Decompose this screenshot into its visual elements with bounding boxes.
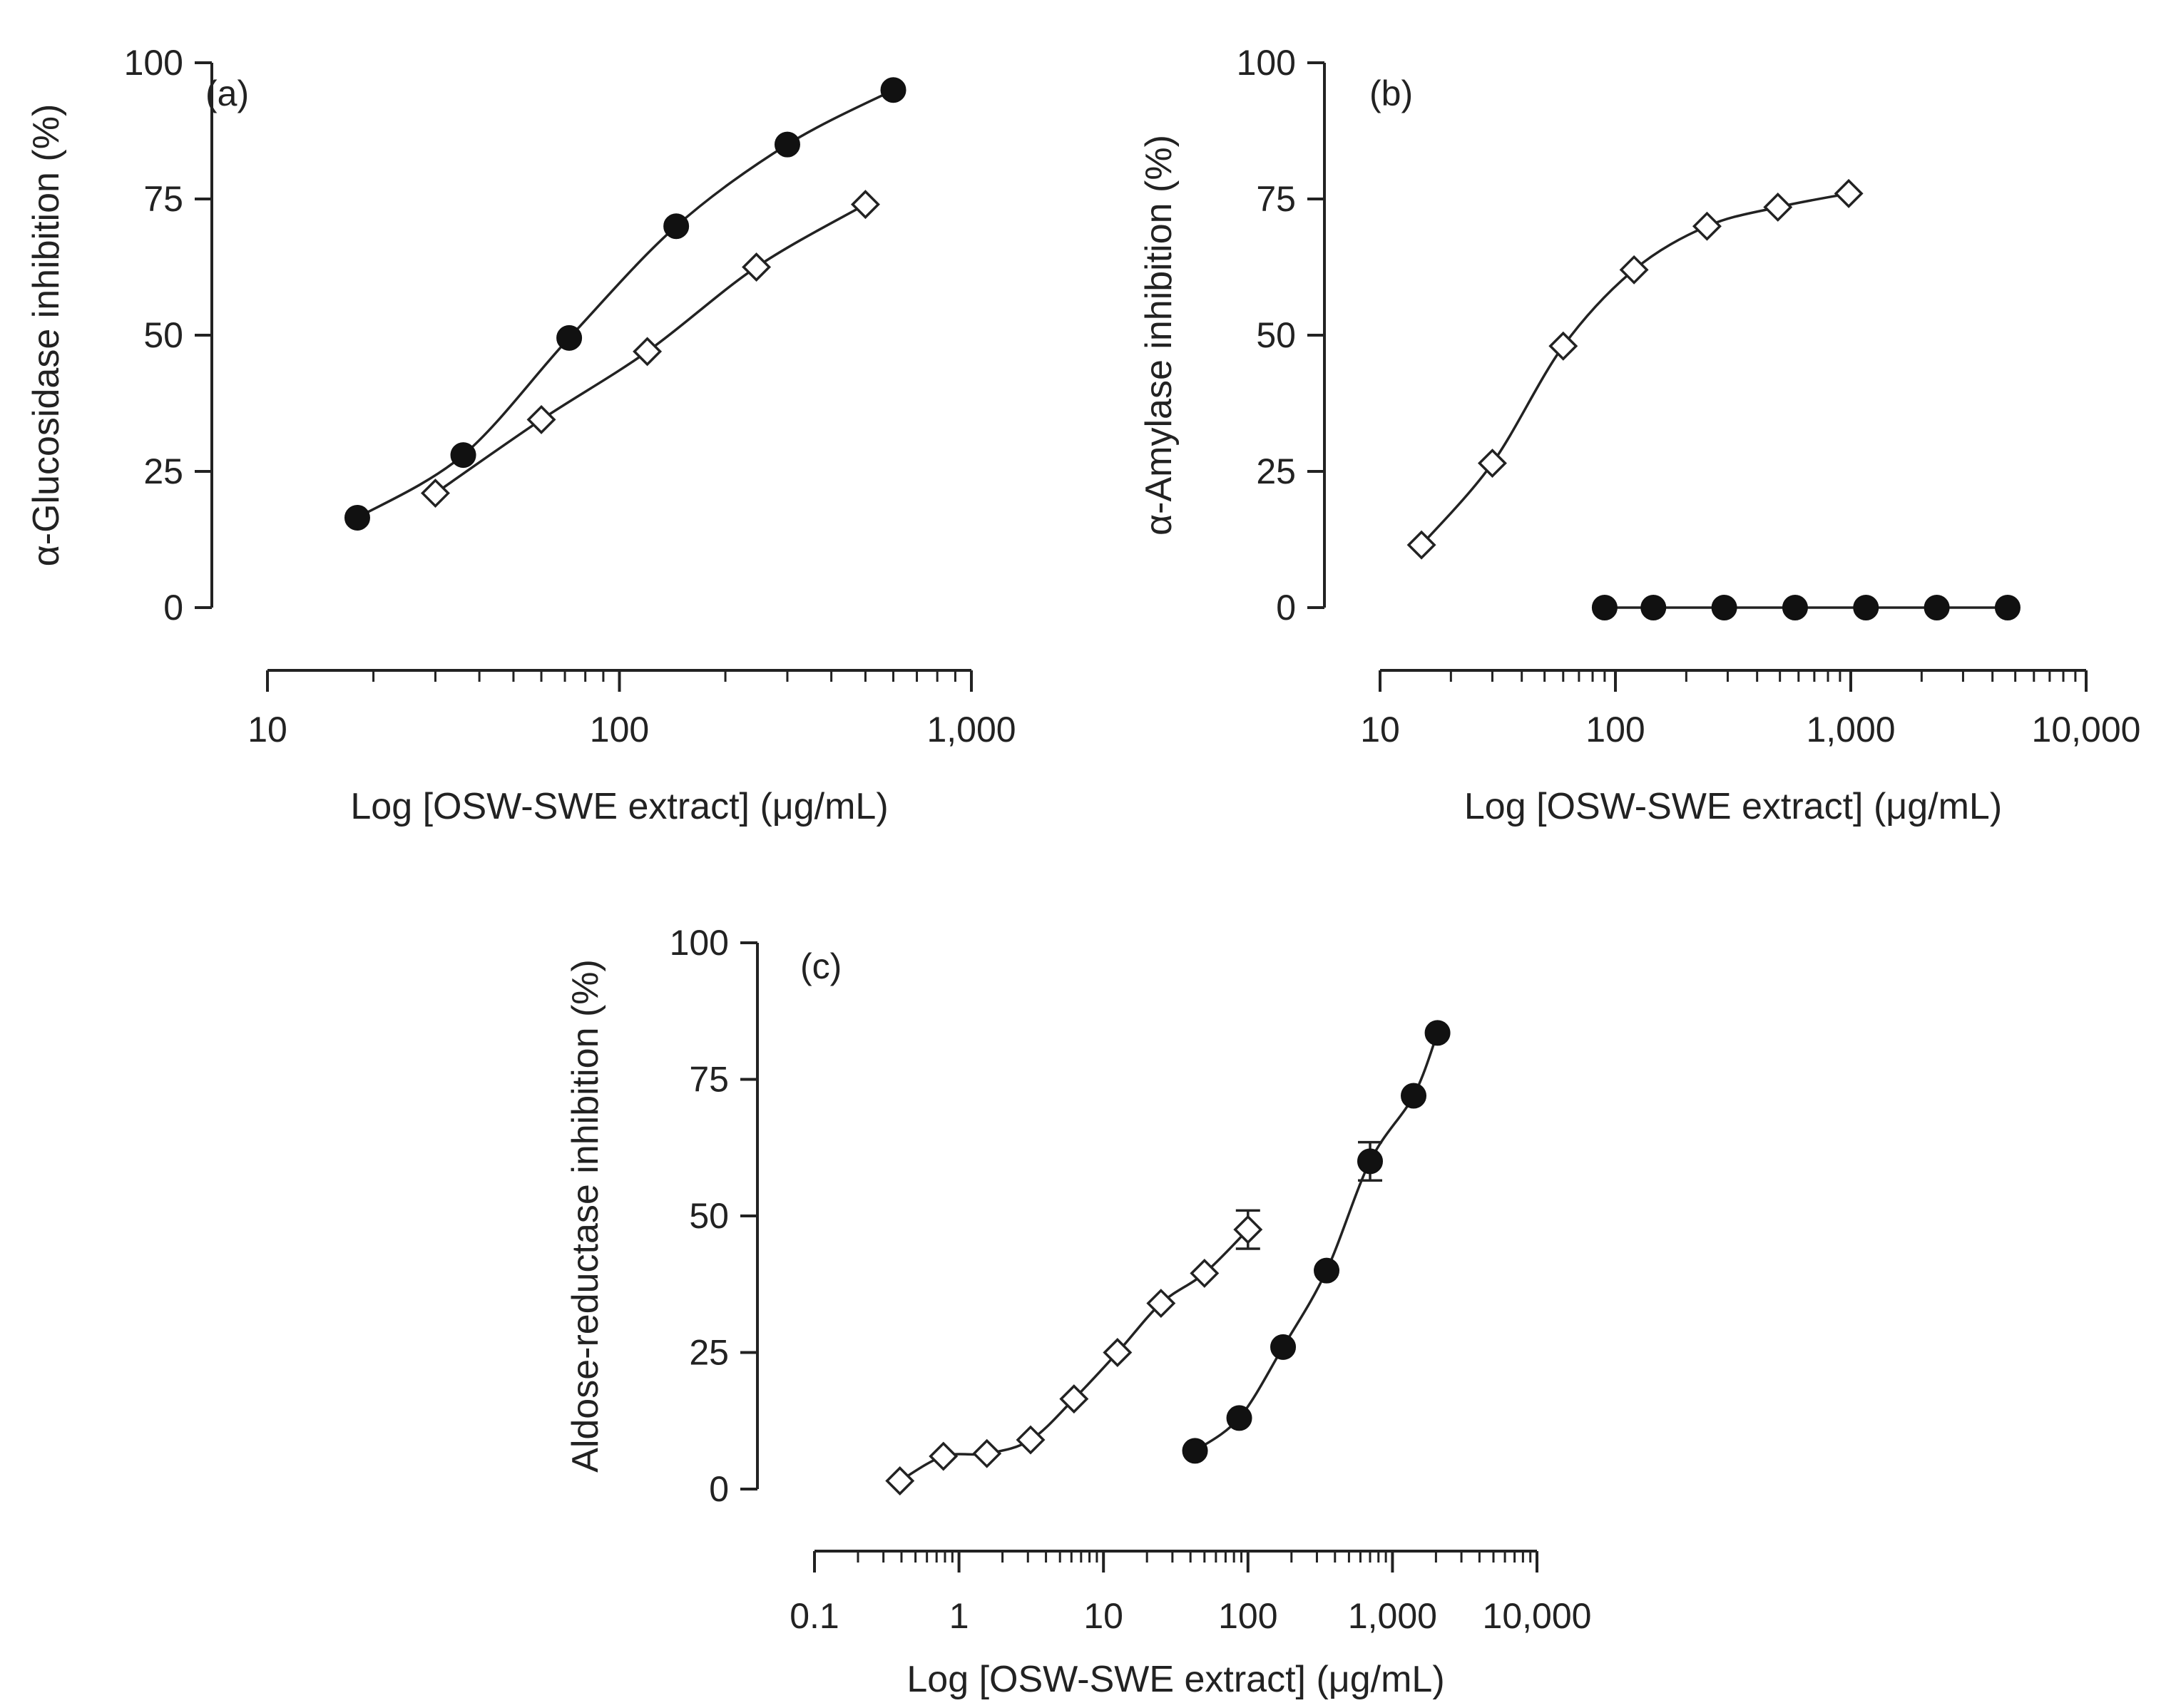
data-point-filled-circle xyxy=(1424,1020,1451,1046)
data-point-filled-circle xyxy=(1314,1257,1340,1284)
x-tick-label: 1 xyxy=(949,1596,969,1636)
series-curve-filled-circles xyxy=(357,88,894,519)
x-tick-label: 10 xyxy=(1083,1596,1123,1636)
panel-label: (c) xyxy=(800,946,842,986)
data-point-filled-circle xyxy=(1357,1148,1384,1175)
data-point-filled-circle xyxy=(1270,1334,1297,1360)
y-tick-label: 75 xyxy=(689,1060,729,1100)
data-point-filled-circle xyxy=(450,442,476,469)
data-point-open-diamond xyxy=(929,1441,959,1471)
data-point-open-diamond xyxy=(1059,1384,1089,1414)
y-tick-label: 100 xyxy=(124,43,183,83)
x-tick-label: 10 xyxy=(247,710,287,750)
x-tick-label: 1,000 xyxy=(1806,710,1895,750)
data-point-filled-circle xyxy=(1994,595,2021,620)
x-tick-label: 100 xyxy=(1585,710,1645,750)
y-tick-label: 50 xyxy=(143,315,183,355)
panel-c: 0 25 50 75 100 0.1 1 10 100 1,000 10,000 Log [OSW-S… xyxy=(565,923,1591,1700)
y-axis-title: α-Glucosidase inhibition (%) xyxy=(26,104,67,567)
panel-b: 0 25 50 75 100 10 100 1,000 10,000 Log [OSW-SWE e… xyxy=(1138,43,2140,827)
data-point-open-diamond xyxy=(1548,331,1578,361)
y-tick-label: 100 xyxy=(1237,43,1296,83)
data-point-open-diamond xyxy=(1477,449,1507,479)
data-point-filled-circle xyxy=(1711,595,1737,620)
data-point-open-diamond xyxy=(1763,192,1793,222)
data-point-open-diamond xyxy=(1692,211,1722,241)
y-axis-title: Aldose-reductase inhibition (%) xyxy=(565,959,606,1473)
x-axis-title: Log [OSW-SWE extract] (μg/mL) xyxy=(350,786,888,827)
y-tick-label: 75 xyxy=(143,179,183,219)
data-point-open-diamond xyxy=(633,337,663,367)
y-tick-label: 25 xyxy=(1256,451,1296,491)
data-point-open-diamond xyxy=(1619,255,1649,285)
x-axis-title: Log [OSW-SWE extract] (μg/mL) xyxy=(1464,786,2002,827)
x-tick-label: 0.1 xyxy=(790,1596,839,1636)
x-tick-label: 100 xyxy=(590,710,649,750)
x-tick-label: 1,000 xyxy=(926,710,1016,750)
data-point-filled-circle xyxy=(1401,1083,1427,1109)
data-point-filled-circle xyxy=(774,131,800,158)
y-tick-label: 100 xyxy=(670,923,729,963)
data-point-open-diamond xyxy=(526,404,556,434)
panel-label: (a) xyxy=(205,73,249,113)
panel-label: (b) xyxy=(1369,73,1413,113)
data-point-open-diamond xyxy=(1146,1289,1176,1319)
x-tick-label: 10,000 xyxy=(1483,1596,1592,1636)
data-point-open-diamond xyxy=(1190,1258,1220,1288)
data-point-filled-circle xyxy=(344,504,370,531)
data-point-filled-circle xyxy=(880,77,906,103)
data-point-filled-circle xyxy=(1853,595,1879,620)
y-tick-label: 50 xyxy=(689,1196,729,1236)
data-point-open-diamond xyxy=(972,1438,1002,1468)
data-point-filled-circle xyxy=(1591,595,1618,620)
x-tick-label: 100 xyxy=(1218,1596,1277,1636)
y-tick-label: 50 xyxy=(1256,315,1296,355)
data-point-open-diamond xyxy=(885,1466,915,1495)
y-tick-label: 25 xyxy=(143,451,183,491)
y-tick-label: 0 xyxy=(163,588,183,628)
data-point-open-diamond xyxy=(850,190,880,220)
panel-a: 0 25 50 75 100 10 100 1,000 Log [OSW-SWE extract… xyxy=(26,43,1016,827)
data-point-filled-circle xyxy=(663,213,690,240)
y-tick-label: 25 xyxy=(689,1333,729,1373)
data-point-filled-circle xyxy=(556,324,583,351)
series-curve-open-diamonds xyxy=(1420,192,1849,546)
data-point-open-diamond xyxy=(420,479,450,508)
y-tick-label: 0 xyxy=(1276,588,1296,628)
x-axis-title: Log [OSW-SWE extract] (μg/mL) xyxy=(906,1659,1444,1700)
x-tick-label: 10,000 xyxy=(2032,710,2141,750)
data-point-open-diamond xyxy=(1233,1214,1263,1244)
data-point-open-diamond xyxy=(1103,1338,1133,1367)
y-axis-title: α-Amylase inhibition (%) xyxy=(1138,135,1180,536)
y-tick-label: 0 xyxy=(709,1469,729,1509)
data-point-open-diamond xyxy=(1406,530,1436,560)
data-point-open-diamond xyxy=(1834,178,1864,208)
data-point-filled-circle xyxy=(1924,595,1950,620)
data-point-open-diamond xyxy=(742,252,772,282)
data-point-open-diamond xyxy=(1016,1425,1046,1455)
x-tick-label: 1,000 xyxy=(1348,1596,1437,1636)
data-point-filled-circle xyxy=(1782,595,1808,620)
x-tick-label: 10 xyxy=(1360,710,1400,750)
data-point-filled-circle xyxy=(1640,595,1667,620)
data-point-filled-circle xyxy=(1182,1438,1208,1464)
data-point-filled-circle xyxy=(1226,1405,1252,1431)
y-tick-label: 75 xyxy=(1256,179,1296,219)
